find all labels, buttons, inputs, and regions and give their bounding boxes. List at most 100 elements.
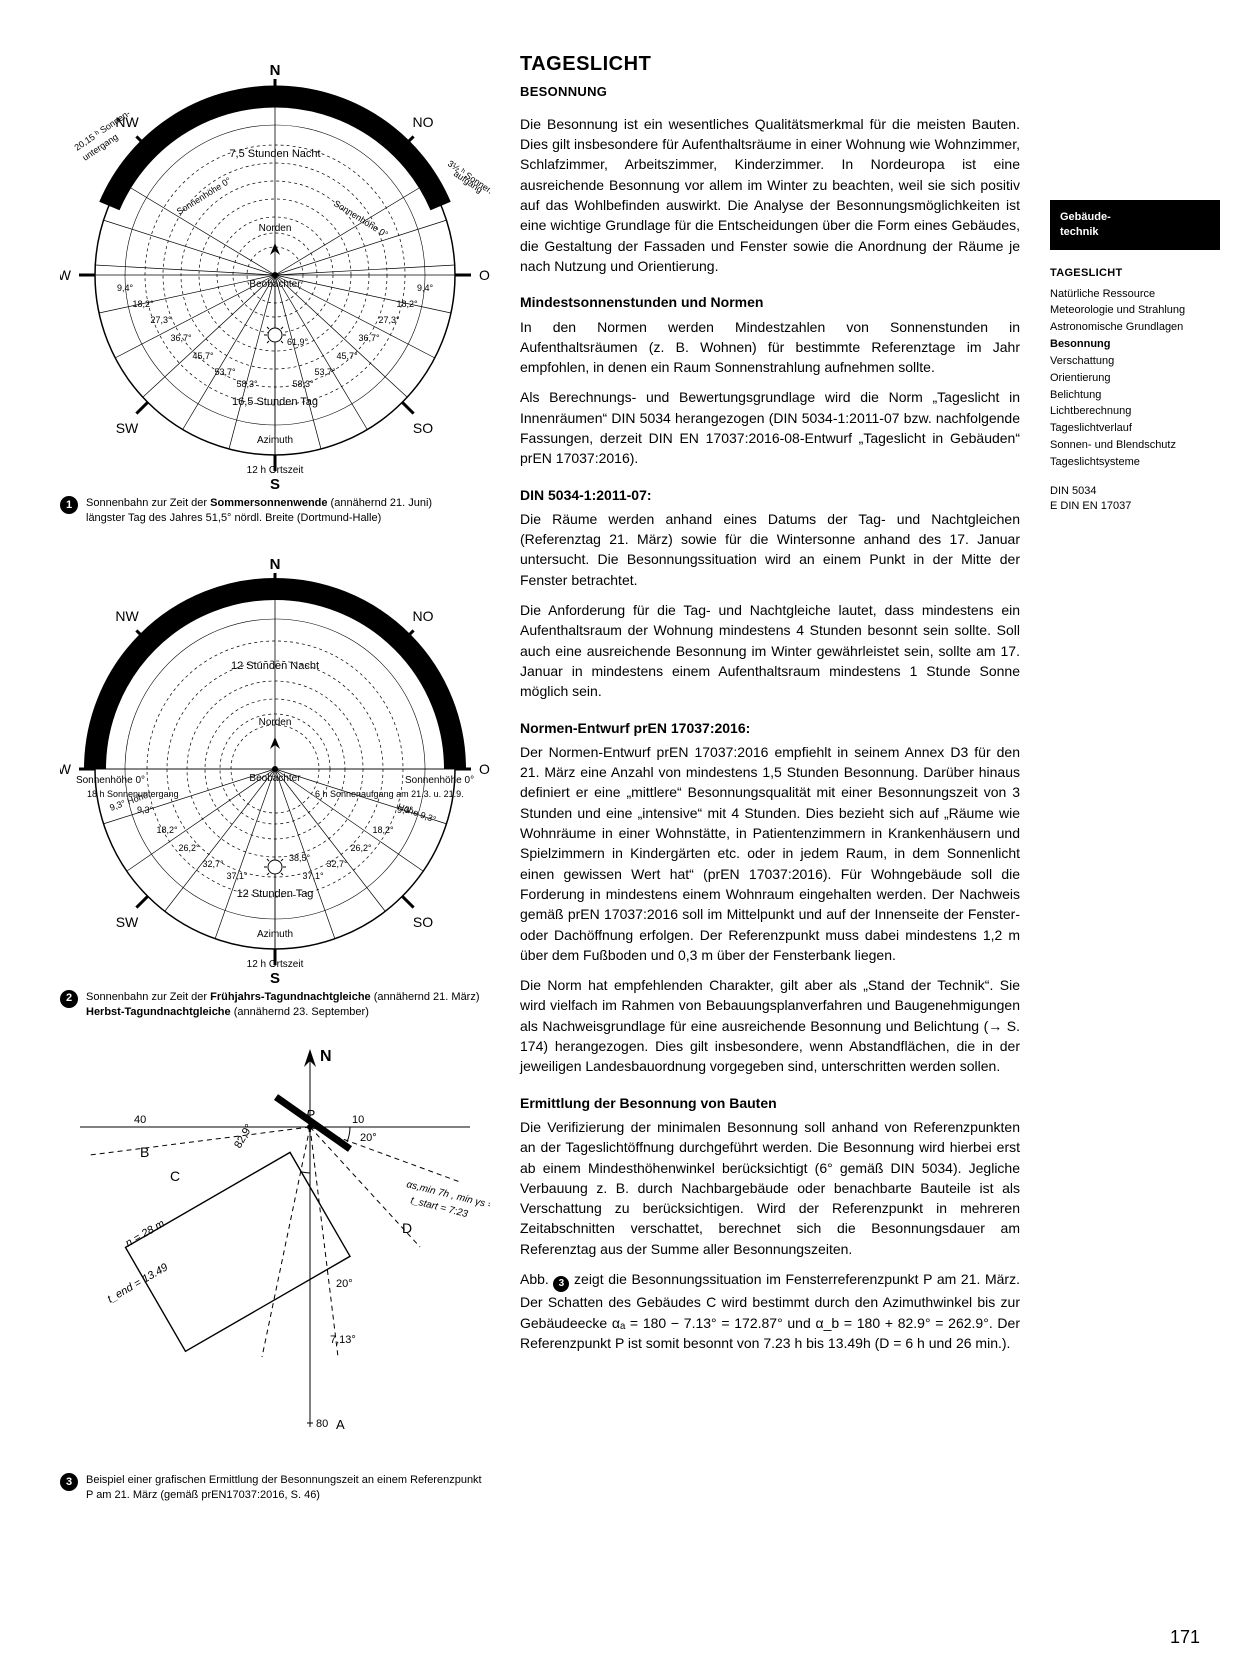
p-minstd-1: In den Normen werden Mindestzahlen von S…	[520, 317, 1020, 378]
svg-text:32,7°: 32,7°	[202, 859, 224, 869]
heading-pren: Normen-Entwurf prEN 17037:2016:	[520, 718, 1020, 738]
svg-text:SW: SW	[116, 914, 139, 930]
page-subtitle: BESONNUNG	[520, 83, 1020, 102]
svg-text:n = 28 m: n = 28 m	[124, 1218, 167, 1250]
badge-3-icon: 3	[60, 1473, 78, 1491]
fig1-azimuth: Azimuth	[257, 435, 293, 446]
sidebar-nav: Natürliche Ressource Meteorologie und St…	[1050, 287, 1220, 470]
sidebar-item[interactable]: Tageslichtsysteme	[1050, 455, 1220, 470]
svg-text:9,4°: 9,4°	[417, 283, 434, 293]
norm-ref: DIN 5034	[1050, 484, 1220, 499]
compass-w: W	[60, 267, 72, 283]
figure-2: N NO O SO S SW W NW 12 Stunden Nacht 12 …	[60, 544, 490, 1020]
compass-s: S	[270, 476, 280, 490]
badge-2-icon: 2	[60, 990, 78, 1008]
p-pren-1: Der Normen-Entwurf prEN 17037:2016 empfi…	[520, 742, 1020, 965]
svg-text:NO: NO	[413, 608, 434, 624]
figure-3-caption: 3 Beispiel einer grafischen Ermittlung d…	[60, 1473, 490, 1503]
svg-text:SO: SO	[413, 914, 433, 930]
p-ermitt-2: Abb. 3 zeigt die Besonnungssituation im …	[520, 1269, 1020, 1353]
fig1-observer: Beobachter	[249, 279, 301, 290]
svg-text:20°: 20°	[336, 1278, 353, 1290]
svg-text:W: W	[60, 761, 72, 777]
sidebar-item[interactable]: Tageslichtverlauf	[1050, 421, 1220, 436]
svg-text:6 h Sonnenaufgang am 21.3. u.: 6 h Sonnenaufgang am 21.3. u. 21.9.	[315, 789, 464, 799]
fig1-ortszeit: 12 h Ortszeit	[247, 465, 304, 476]
p-minstd-2: Als Berechnungs- und Bewertungsgrundlage…	[520, 387, 1020, 468]
svg-text:S: S	[270, 970, 280, 984]
section-tab: Gebäude-technik	[1050, 200, 1220, 250]
svg-text:12 Stunden Nacht: 12 Stunden Nacht	[231, 660, 319, 672]
sidebar-item[interactable]: Verschattung	[1050, 354, 1220, 369]
svg-text:27,3°: 27,3°	[150, 315, 172, 325]
svg-text:9,3°: 9,3°	[137, 805, 154, 815]
fig1-norden: Norden	[259, 223, 292, 234]
figure-3-caption-text: Beispiel einer grafischen Ermittlung der…	[86, 1473, 490, 1503]
ref-badge-3-icon: 3	[553, 1276, 569, 1292]
intro-paragraph: Die Besonnung ist ein wesentliches Quali…	[520, 114, 1020, 276]
svg-text:37,1°: 37,1°	[226, 871, 248, 881]
sidebar-item[interactable]: Belichtung	[1050, 388, 1220, 403]
svg-text:12 Stunden Tag: 12 Stunden Tag	[237, 888, 314, 900]
plan-diagram-svg: N P B C	[60, 1037, 490, 1467]
figure-1-caption-text: Sonnenbahn zur Zeit der Sommersonnenwend…	[86, 496, 432, 526]
sidebar-item[interactable]: Sonnen- und Blendschutz	[1050, 438, 1220, 453]
page-title: TAGESLICHT	[520, 50, 1020, 79]
svg-text:C: C	[170, 1168, 180, 1184]
svg-text:Höhe 9,3°: Höhe 9,3°	[396, 801, 438, 824]
sidebar-group-title: TAGESLICHT	[1050, 266, 1220, 281]
heading-din: DIN 5034-1:2011-07:	[520, 485, 1020, 505]
p-din-2: Die Anforderung für die Tag- und Nachtgl…	[520, 600, 1020, 701]
fig1-night-label: 7,5 Stunden Nacht	[229, 148, 320, 160]
svg-text:18,2°: 18,2°	[396, 299, 418, 309]
heading-ermitt: Ermittlung der Besonnung von Bauten	[520, 1093, 1020, 1113]
svg-text:Azimuth: Azimuth	[257, 929, 293, 940]
svg-text:58,3°: 58,3°	[236, 379, 258, 389]
svg-text:53,7°: 53,7°	[314, 367, 336, 377]
svg-text:7,13°: 7,13°	[330, 1334, 356, 1346]
svg-text:58,3°: 58,3°	[292, 379, 314, 389]
svg-text:A: A	[336, 1417, 345, 1432]
svg-text:26,2°: 26,2°	[178, 843, 200, 853]
svg-text:Sonnenhöhe 0°: Sonnenhöhe 0°	[332, 198, 390, 240]
compass-sw: SW	[116, 420, 139, 436]
svg-text:20°: 20°	[360, 1132, 377, 1144]
svg-text:NW: NW	[115, 608, 139, 624]
svg-text:37,1°: 37,1°	[302, 871, 324, 881]
svg-text:Sonnenhöhe 0°: Sonnenhöhe 0°	[175, 175, 233, 217]
figure-2-caption: 2 Sonnenbahn zur Zeit der Frühjahrs-Tagu…	[60, 990, 490, 1020]
figure-1-caption: 1 Sonnenbahn zur Zeit der Sommersonnenwe…	[60, 496, 490, 526]
main-text-column: TAGESLICHT BESONNUNG Die Besonnung ist e…	[520, 50, 1020, 1640]
sidebar-item[interactable]: Lichtberechnung	[1050, 404, 1220, 419]
svg-text:Beobachter: Beobachter	[249, 773, 301, 784]
sunpath-equinox-svg: N NO O SO S SW W NW 12 Stunden Nacht 12 …	[60, 544, 490, 984]
sidebar-item[interactable]: Meteorologie und Strahlung	[1050, 303, 1220, 318]
p-din-1: Die Räume werden anhand eines Datums der…	[520, 509, 1020, 590]
p-pren-2: Die Norm hat empfehlenden Charakter, gil…	[520, 975, 1020, 1076]
svg-text:Norden: Norden	[259, 717, 292, 728]
sidebar-item[interactable]: Natürliche Ressource	[1050, 287, 1220, 302]
svg-text:27,3°: 27,3°	[378, 315, 400, 325]
svg-text:18,2°: 18,2°	[156, 825, 178, 835]
compass-no: NO	[413, 114, 434, 130]
svg-text:45,7°: 45,7°	[192, 351, 214, 361]
sidebar: Gebäude-technik TAGESLICHT Natürliche Re…	[1050, 50, 1220, 1640]
svg-text:12 h Ortszeit: 12 h Ortszeit	[247, 959, 304, 970]
sidebar-item[interactable]: Astronomische Grundlagen	[1050, 320, 1220, 335]
svg-text:9,4°: 9,4°	[117, 283, 134, 293]
svg-text:D: D	[402, 1220, 412, 1236]
svg-text:61,9°: 61,9°	[287, 337, 309, 347]
figure-1: N NO O SO S SW W NW 7,5 Stunden Nacht 16…	[60, 50, 490, 526]
svg-text:26,2°: 26,2°	[350, 843, 372, 853]
svg-text:40: 40	[134, 1114, 146, 1126]
svg-text:32,7°: 32,7°	[326, 859, 348, 869]
p-ermitt-1: Die Verifizierung der minimalen Besonnun…	[520, 1117, 1020, 1259]
svg-text:38,5°: 38,5°	[289, 853, 311, 863]
sidebar-item-active[interactable]: Besonnung	[1050, 337, 1220, 352]
svg-text:B: B	[140, 1144, 149, 1160]
sidebar-item[interactable]: Orientierung	[1050, 371, 1220, 386]
svg-text:36,7°: 36,7°	[170, 333, 192, 343]
svg-text:Sonnenhöhe 0°: Sonnenhöhe 0°	[405, 775, 474, 786]
figures-column: N NO O SO S SW W NW 7,5 Stunden Nacht 16…	[60, 50, 490, 1640]
heading-minstd: Mindestsonnenstunden und Normen	[520, 292, 1020, 312]
